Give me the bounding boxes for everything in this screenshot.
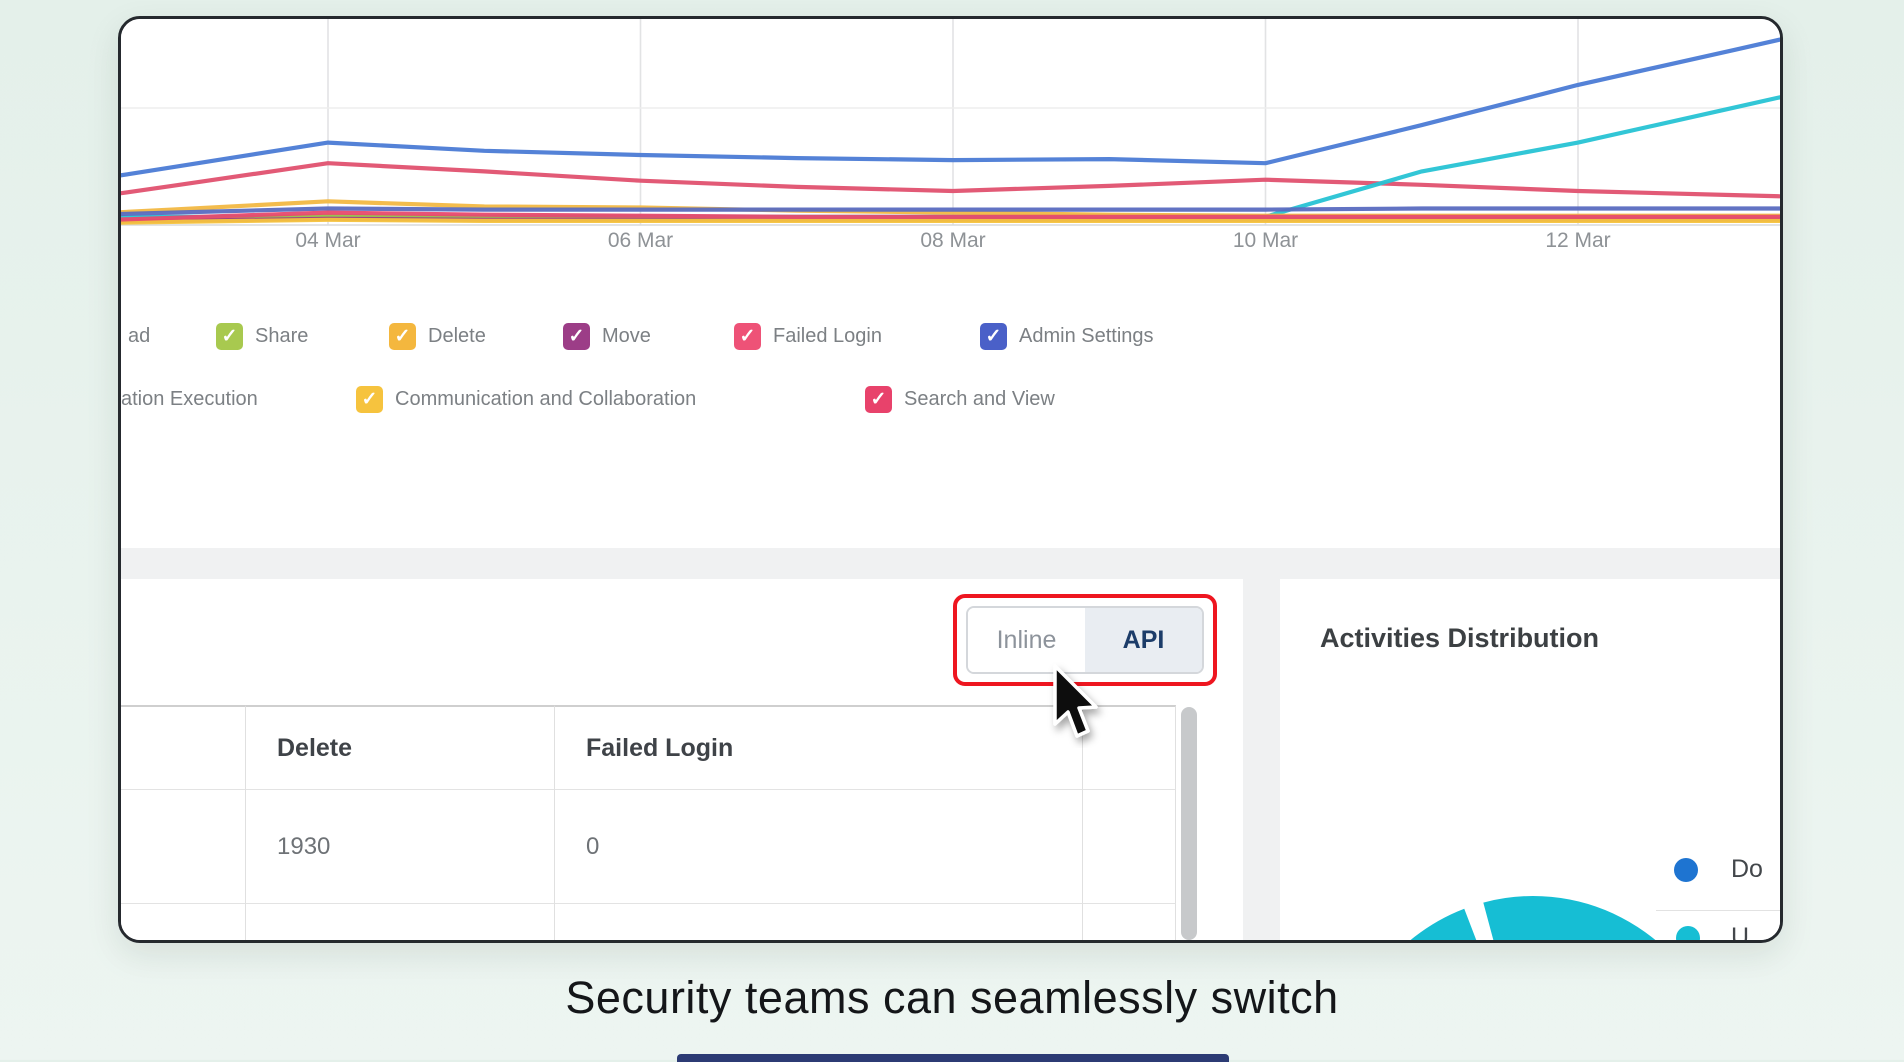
legend-item-move[interactable]: ✓ Move	[563, 320, 651, 352]
table-cell	[121, 790, 246, 904]
legend-item-ation-execution[interactable]: ation Execution	[121, 383, 258, 415]
donut-legend-label[interactable]: U	[1731, 923, 1750, 940]
toggle-inline-button[interactable]: Inline	[968, 608, 1085, 672]
legend-item-label: Move	[602, 324, 651, 347]
series-line-ad	[121, 37, 1780, 178]
series-line-ation-execution	[121, 95, 1780, 219]
chart-legend-row-1: ad ✓ Share ✓ Delete ✓ Move ✓ Failed Login ✓ Admin …	[121, 320, 1780, 352]
table-cell: 1930	[246, 790, 555, 904]
checkbox-checked-icon[interactable]: ✓	[734, 322, 761, 350]
dashboard-card: 04 Mar 06 Mar 08 Mar 10 Mar 12 Mar ad ✓ Share ✓…	[118, 16, 1783, 943]
donut-legend-label[interactable]: Do	[1731, 855, 1763, 883]
caption-text: Security teams can seamlessly switch	[565, 972, 1339, 1023]
series-line-failed-login	[121, 161, 1780, 199]
mouse-cursor-icon	[1053, 664, 1098, 738]
legend-item-failed-login[interactable]: ✓ Failed Login	[734, 320, 882, 352]
series-line-search-and-view	[121, 210, 1780, 222]
table-cell: 0	[246, 904, 555, 940]
checkbox-checked-icon[interactable]: ✓	[865, 385, 892, 413]
checkbox-checked-icon[interactable]: ✓	[980, 322, 1007, 350]
series-line-admin-settings	[121, 206, 1780, 217]
column-header	[1083, 705, 1176, 790]
legend-item-communication-and-collaboration[interactable]: ✓ Communication and Collaboration	[356, 383, 696, 415]
x-axis-tick: 10 Mar	[1232, 229, 1299, 252]
legend-item-delete[interactable]: ✓ Delete	[389, 320, 486, 352]
legend-item-label: ation Execution	[121, 387, 258, 410]
x-axis-tick: 06 Mar	[607, 229, 674, 252]
series-line-communication-and-collaboration	[121, 217, 1780, 225]
chart-legend-row-2: ation Execution ✓ Communication and Collab…	[121, 383, 1780, 415]
column-header	[121, 705, 246, 790]
table-scrollbar[interactable]	[1180, 707, 1198, 940]
checkbox-checked-icon[interactable]: ✓	[216, 322, 243, 350]
table-cell: 0	[555, 790, 1083, 904]
inline-api-toggle: Inline API	[966, 606, 1204, 674]
x-axis-tick: 04 Mar	[295, 229, 361, 252]
table-cell	[1083, 790, 1176, 904]
table-cell: 0	[555, 904, 1083, 940]
legend-item-ad[interactable]: ad	[128, 320, 150, 352]
table-cell	[1083, 904, 1176, 940]
legend-dot-icon	[1674, 858, 1698, 882]
legend-item-label: Search and View	[904, 387, 1055, 410]
activity-timeline-chart: 04 Mar 06 Mar 08 Mar 10 Mar 12 Mar ad ✓ Share ✓…	[121, 19, 1780, 548]
progress-bar	[677, 1054, 1229, 1062]
x-axis: 04 Mar 06 Mar 08 Mar 10 Mar 12 Mar	[121, 229, 1780, 259]
legend-item-label: Communication and Collaboration	[395, 387, 697, 410]
legend-item-label: Failed Login	[773, 324, 882, 347]
highlight-box: Inline API	[953, 594, 1217, 686]
column-header: Delete	[246, 705, 555, 790]
legend-dot-icon	[1676, 926, 1700, 940]
line-chart-canvas	[121, 19, 1780, 226]
legend-item-search-and-view[interactable]: ✓ Search and View	[865, 383, 1055, 415]
legend-item-label: ad	[128, 324, 151, 347]
scrollbar-thumb[interactable]	[1181, 707, 1197, 940]
checkbox-checked-icon[interactable]: ✓	[356, 385, 383, 413]
legend-item-label: Delete	[428, 324, 486, 347]
legend-item-label: Admin Settings	[1019, 324, 1154, 347]
panel-title: Activities Distribution	[1320, 623, 1600, 653]
column-header: Failed Login	[555, 705, 1083, 790]
legend-item-share[interactable]: ✓ Share	[216, 320, 308, 352]
legend-item-admin-settings[interactable]: ✓ Admin Settings	[980, 320, 1154, 352]
checkbox-checked-icon[interactable]: ✓	[563, 322, 590, 350]
checkbox-checked-icon[interactable]: ✓	[389, 322, 416, 350]
table-cell	[121, 904, 246, 940]
activities-distribution-panel: Activities Distribution Do U	[1280, 579, 1780, 940]
legend-item-label: Share	[255, 324, 309, 347]
legend-divider	[1656, 910, 1780, 911]
x-axis-tick: 08 Mar	[920, 229, 986, 252]
toggle-api-button[interactable]: API	[1085, 608, 1202, 672]
x-axis-tick: 12 Mar	[1545, 229, 1611, 252]
donut-chart	[1410, 896, 1656, 940]
